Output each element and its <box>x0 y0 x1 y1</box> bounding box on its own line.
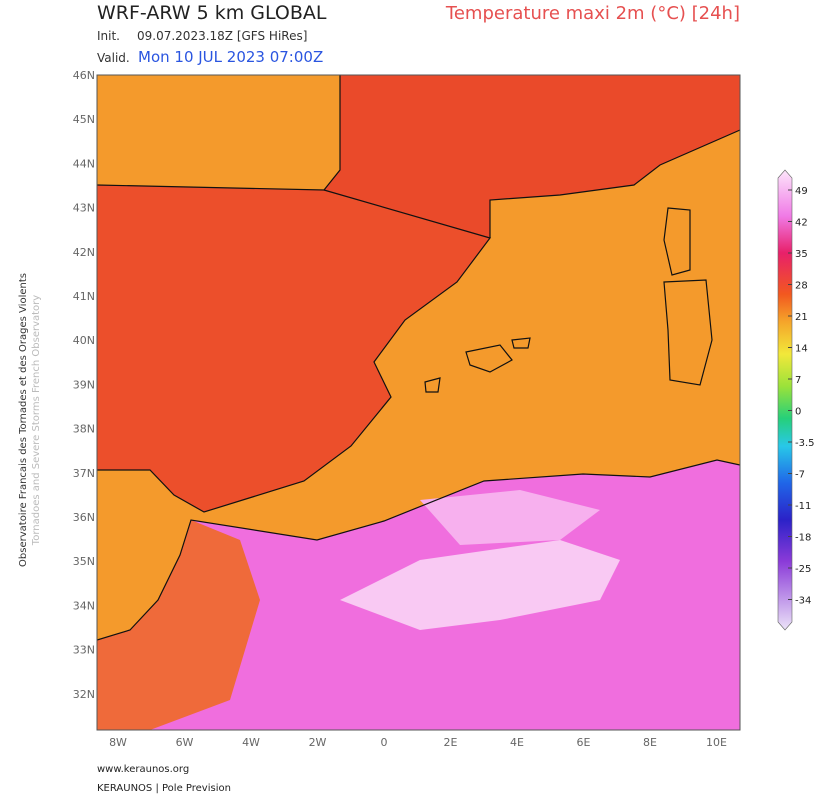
colorbar-label: -7 <box>795 470 805 481</box>
lat-label: 44N <box>73 157 95 170</box>
footer-company: KERAUNOS | Pole Prevision <box>97 783 231 794</box>
lon-label: 4W <box>242 736 260 749</box>
lat-label: 39N <box>73 378 95 391</box>
init-value: 09.07.2023.18Z [GFS HiRes] <box>137 29 307 43</box>
colorbar-label: -11 <box>795 501 811 512</box>
lon-label: 6W <box>176 736 194 749</box>
colorbar-label: 0 <box>795 407 801 418</box>
lat-label: 37N <box>73 467 95 480</box>
colorbar-label: 7 <box>795 375 801 386</box>
colorbar-label: 14 <box>795 344 808 355</box>
colorbar-label: 49 <box>795 186 808 197</box>
init-label: Init. <box>97 29 120 43</box>
lon-label: 4E <box>510 736 524 749</box>
lon-label: 8E <box>643 736 657 749</box>
map-frame <box>96 74 741 731</box>
product-title: Temperature maxi 2m (°C) [24h] <box>445 3 740 24</box>
lat-label: 43N <box>73 202 95 215</box>
colorbar-label: 21 <box>795 312 808 323</box>
colorbar-label: 28 <box>795 281 808 292</box>
colorbar-label: -34 <box>795 596 811 607</box>
lat-label: 34N <box>73 599 95 612</box>
valid-label: Valid. <box>97 51 130 65</box>
valid-value: Mon 10 JUL 2023 07:00Z <box>138 48 323 66</box>
lon-label: 2E <box>444 736 458 749</box>
lat-label: 40N <box>73 334 95 347</box>
colorbar-label: -3.5 <box>795 438 815 449</box>
temperature-field <box>97 75 740 730</box>
model-title: WRF-ARW 5 km GLOBAL <box>97 2 327 24</box>
lat-label: 35N <box>73 555 95 568</box>
side-text: Observatoire Francais des Tornades et de… <box>18 273 29 567</box>
lat-label: 36N <box>73 511 95 524</box>
lat-label: 38N <box>73 423 95 436</box>
lat-label: 45N <box>73 113 95 126</box>
coastlines <box>97 75 740 641</box>
footer-url: www.keraunos.org <box>97 764 189 775</box>
lon-label: 6E <box>577 736 591 749</box>
lon-label: 2W <box>309 736 327 749</box>
lon-label: 10E <box>706 736 727 749</box>
colorbar-label: 42 <box>795 218 808 229</box>
lon-label: 0 <box>381 736 388 749</box>
colorbar-label: 35 <box>795 249 808 260</box>
side-text: Tornadoes and Severe Storms French Obser… <box>31 295 42 546</box>
colorbar-label: -18 <box>795 533 811 544</box>
lon-label: 8W <box>109 736 127 749</box>
colorbar <box>777 169 793 631</box>
lat-label: 33N <box>73 644 95 657</box>
colorbar-label: -25 <box>795 564 811 575</box>
lat-label: 46N <box>73 69 95 82</box>
lat-label: 42N <box>73 246 95 259</box>
lat-label: 41N <box>73 290 95 303</box>
lat-label: 32N <box>73 688 95 701</box>
